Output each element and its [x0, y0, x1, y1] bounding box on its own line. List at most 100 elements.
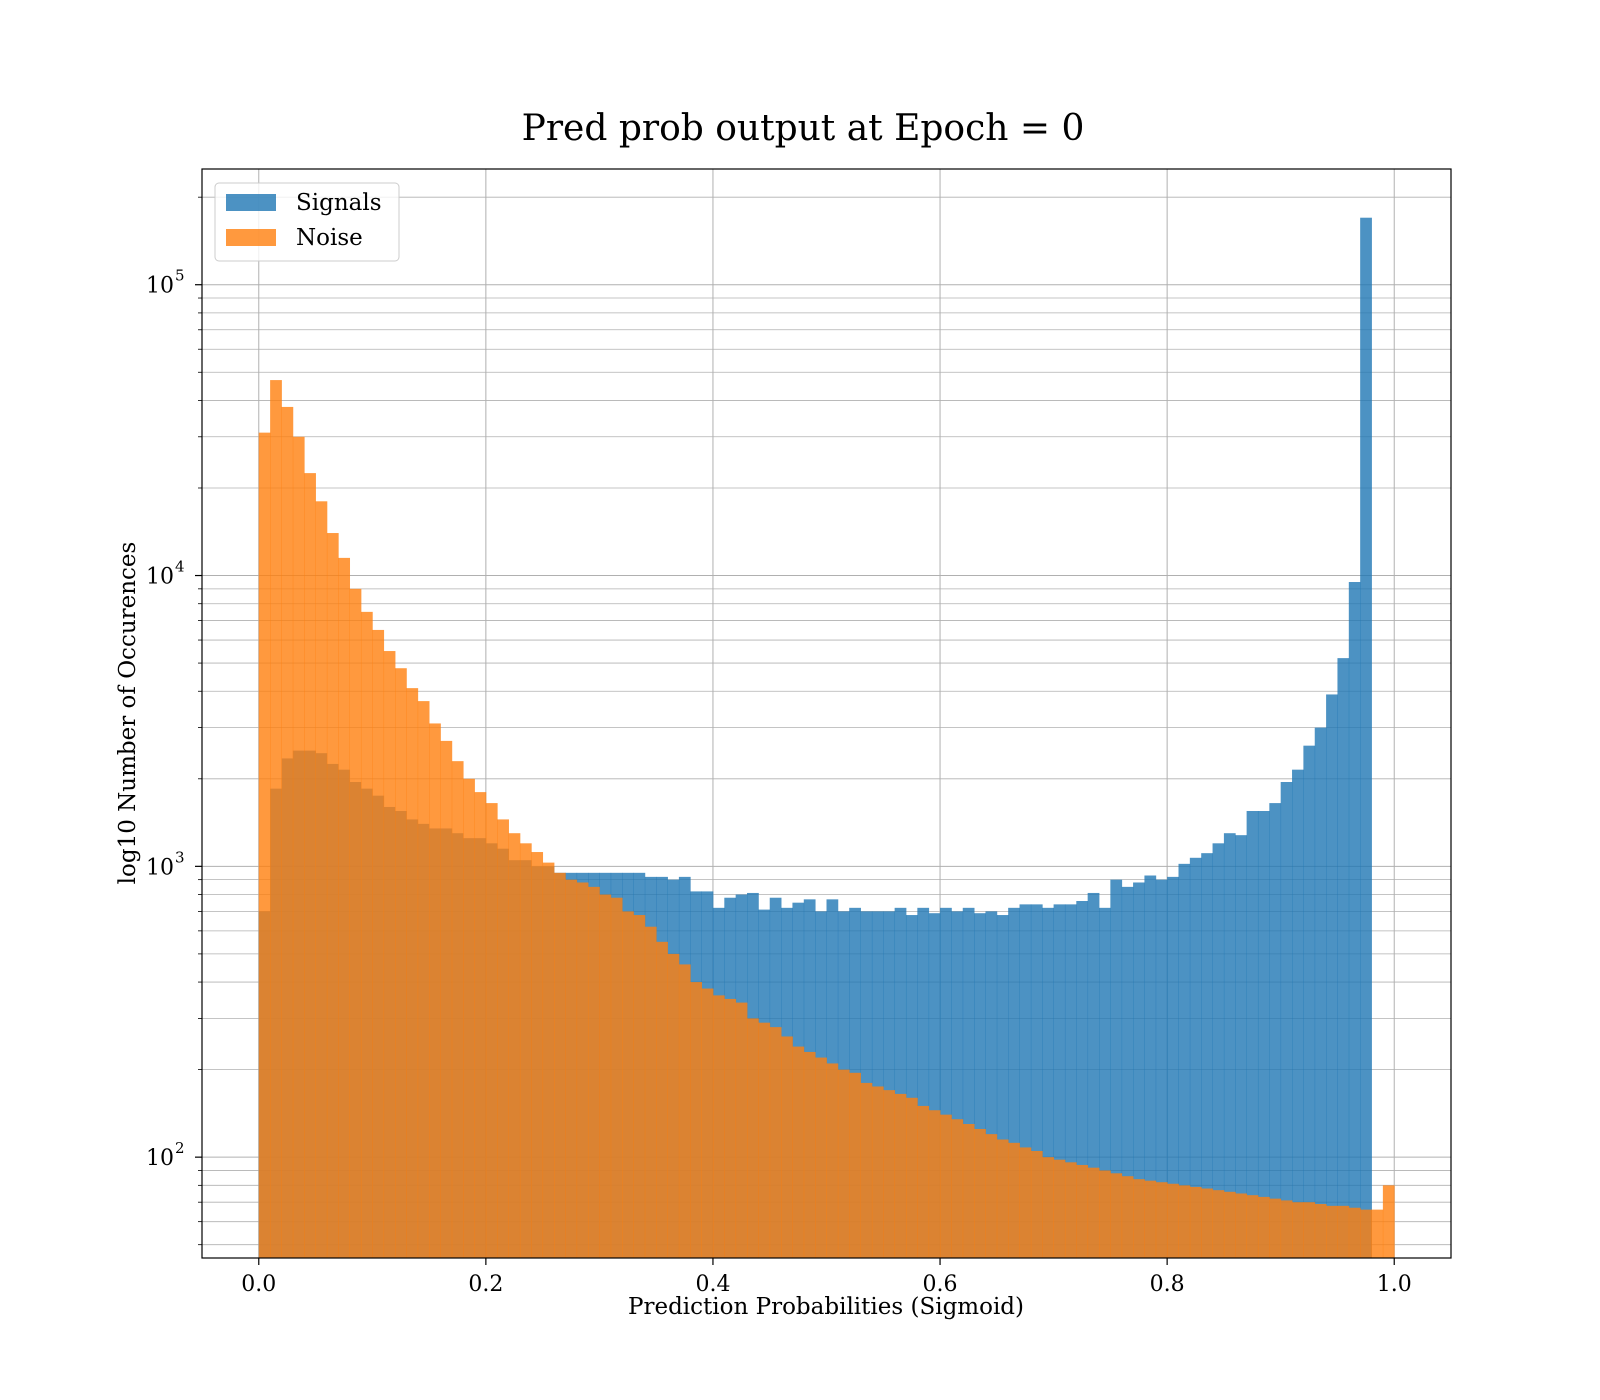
bar-signals — [1133, 882, 1145, 1258]
bar-noise — [758, 1022, 771, 1258]
bar-noise — [735, 1002, 748, 1258]
bar-signals — [1257, 810, 1270, 1258]
bar-signals — [985, 911, 998, 1258]
bar-noise — [667, 953, 680, 1258]
bar-noise — [599, 894, 612, 1258]
bar-signals — [905, 915, 918, 1258]
x-axis-label: Prediction Probabilities (Sigmoid) — [628, 1294, 1024, 1320]
bar-signals — [962, 907, 975, 1258]
plot-frame — [201, 168, 1452, 1259]
legend-label-signals: Signals — [296, 190, 382, 216]
bar-noise — [1246, 1195, 1259, 1258]
bar-signals — [974, 913, 986, 1258]
bar-noise — [849, 1072, 861, 1258]
bar-noise — [1280, 1200, 1293, 1258]
bar-signals — [1042, 907, 1054, 1258]
bar-signals — [1144, 875, 1157, 1258]
bar-noise — [406, 688, 419, 1258]
bar-signals — [1303, 745, 1316, 1258]
bar-noise — [951, 1119, 964, 1258]
bar-noise — [974, 1128, 986, 1258]
bar-noise — [769, 1027, 782, 1258]
bar-noise — [508, 833, 521, 1258]
bar-noise — [1189, 1186, 1202, 1258]
bar-noise — [1133, 1179, 1145, 1258]
bar-noise — [1087, 1167, 1100, 1258]
y-tick-label: 10 — [146, 565, 174, 590]
bar-noise — [463, 778, 475, 1258]
bar-noise — [1064, 1162, 1077, 1258]
bar-noise — [338, 557, 351, 1258]
bar-noise — [1223, 1191, 1236, 1258]
bar-noise — [474, 792, 487, 1258]
bar-noise — [1382, 1185, 1395, 1258]
bar-noise — [542, 862, 555, 1258]
bar-signals — [871, 911, 884, 1258]
bar-noise — [1269, 1198, 1282, 1258]
bar-signals — [1019, 904, 1032, 1258]
y-tick-exponent: 5 — [175, 267, 185, 285]
bar-noise — [996, 1139, 1009, 1258]
x-tick-label: 0.6 — [923, 1272, 958, 1297]
bar-noise — [837, 1069, 850, 1258]
bar-noise — [815, 1057, 827, 1258]
bar-signals — [1053, 904, 1066, 1258]
bar-noise — [928, 1110, 941, 1258]
bar-noise — [985, 1134, 998, 1258]
y-tick-label: 10 — [146, 1146, 174, 1171]
bar-noise — [894, 1093, 907, 1258]
bar-noise — [417, 701, 430, 1258]
bar-signals — [1280, 781, 1293, 1258]
bar-signals — [917, 907, 930, 1258]
y-tick-exponent: 3 — [175, 848, 185, 866]
bar-noise — [1042, 1157, 1054, 1258]
bar-noise — [395, 668, 407, 1258]
bar-noise — [724, 998, 737, 1258]
bar-noise — [349, 588, 362, 1258]
x-tick-label: 0.2 — [468, 1272, 503, 1297]
bar-noise — [1099, 1170, 1111, 1258]
bar-signals — [1348, 582, 1361, 1258]
bar-noise — [690, 982, 702, 1258]
legend-swatch-signals — [226, 194, 276, 211]
bar-noise — [531, 852, 544, 1258]
bar-signals — [883, 911, 896, 1258]
bar-signals — [1189, 857, 1202, 1258]
bar-noise — [962, 1124, 975, 1258]
bar-signals — [951, 911, 964, 1258]
bar-signals — [1314, 727, 1327, 1258]
bar-noise — [622, 911, 634, 1258]
y-tick-exponent: 2 — [175, 1139, 185, 1157]
bar-noise — [792, 1046, 805, 1258]
bar-noise — [1292, 1202, 1304, 1258]
bar-noise — [383, 651, 396, 1258]
bar-noise — [360, 611, 373, 1258]
bar-noise — [1348, 1207, 1361, 1258]
bar-noise — [270, 380, 282, 1259]
bar-noise — [781, 1036, 793, 1258]
bar-noise — [917, 1105, 930, 1258]
bar-noise — [1303, 1202, 1316, 1258]
bar-noise — [451, 761, 464, 1258]
bar-noise — [281, 406, 294, 1259]
bar-noise — [871, 1086, 884, 1258]
bar-noise — [565, 879, 578, 1258]
bar-noise — [1201, 1188, 1213, 1258]
bar-noise — [1257, 1196, 1270, 1258]
bar-signals — [1064, 904, 1077, 1258]
bar-signals — [1326, 694, 1338, 1258]
bar-noise — [701, 988, 714, 1258]
bar-noise — [304, 473, 316, 1258]
bar-noise — [610, 897, 623, 1258]
chart-title: Pred prob output at Epoch = 0 — [522, 108, 1085, 149]
legend: Signals Noise — [214, 182, 400, 262]
y-tick-label: 10 — [146, 855, 174, 880]
bar-noise — [826, 1063, 839, 1258]
bar-noise — [1212, 1190, 1225, 1258]
bar-signals — [928, 913, 941, 1258]
bar-signals — [1076, 901, 1089, 1258]
y-tick-label: 10 — [146, 274, 174, 299]
bar-noise — [1235, 1193, 1248, 1258]
